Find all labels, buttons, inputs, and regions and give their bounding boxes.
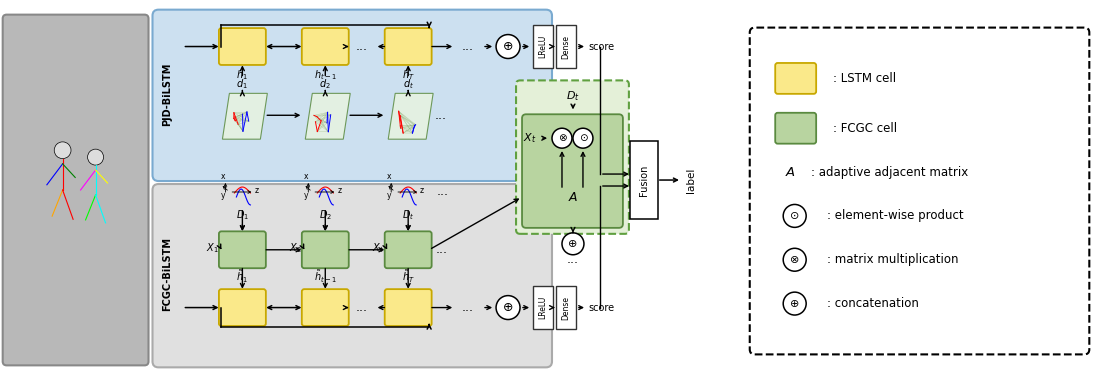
Text: : concatenation: : concatenation [827, 297, 918, 310]
Text: $X_2$: $X_2$ [289, 241, 301, 255]
Text: x: x [221, 172, 226, 181]
Circle shape [88, 149, 103, 165]
Text: ⊗: ⊗ [790, 255, 800, 265]
FancyBboxPatch shape [153, 184, 552, 367]
FancyBboxPatch shape [301, 289, 349, 326]
Text: LReLU: LReLU [539, 296, 548, 319]
Text: $X_t$: $X_t$ [372, 241, 384, 255]
Text: ...: ... [462, 301, 474, 314]
Text: : LSTM cell: : LSTM cell [833, 72, 895, 85]
Text: ⊕: ⊕ [569, 239, 578, 249]
FancyBboxPatch shape [385, 28, 431, 65]
Text: ⊕: ⊕ [503, 40, 514, 53]
FancyBboxPatch shape [219, 289, 266, 326]
Text: ...: ... [434, 109, 447, 122]
Circle shape [783, 204, 806, 227]
Text: score: score [588, 302, 614, 313]
FancyBboxPatch shape [630, 141, 658, 219]
Polygon shape [306, 93, 350, 139]
Circle shape [552, 128, 572, 148]
Text: x: x [387, 172, 392, 181]
FancyBboxPatch shape [750, 28, 1089, 355]
Text: : adaptive adjacent matrix: : adaptive adjacent matrix [811, 166, 968, 179]
Text: ⊙: ⊙ [579, 133, 587, 143]
Text: z: z [254, 186, 258, 195]
Text: label: label [685, 167, 696, 193]
Text: $h_{t-1}$: $h_{t-1}$ [314, 68, 337, 82]
Text: y: y [387, 191, 392, 200]
Text: $\tilde{h}_{t-1}$: $\tilde{h}_{t-1}$ [314, 268, 337, 285]
Text: $A$: $A$ [568, 192, 579, 204]
Text: $D_t$: $D_t$ [402, 208, 415, 222]
Text: ⊙: ⊙ [790, 211, 800, 221]
Text: ...: ... [355, 40, 367, 53]
FancyBboxPatch shape [556, 25, 576, 68]
Circle shape [783, 292, 806, 315]
Text: Fusion: Fusion [639, 164, 649, 196]
FancyBboxPatch shape [534, 286, 553, 329]
Text: PJD-BiLSTM: PJD-BiLSTM [163, 63, 173, 126]
Circle shape [54, 142, 72, 158]
FancyBboxPatch shape [516, 81, 629, 234]
Text: score: score [588, 41, 614, 52]
FancyBboxPatch shape [153, 10, 552, 181]
Circle shape [562, 233, 584, 255]
Text: ...: ... [436, 243, 447, 256]
Text: ⊕: ⊕ [503, 301, 514, 314]
FancyBboxPatch shape [219, 231, 266, 268]
FancyBboxPatch shape [776, 113, 816, 144]
Text: ⊗: ⊗ [558, 133, 566, 143]
Text: Dense: Dense [561, 296, 571, 320]
FancyBboxPatch shape [385, 231, 431, 268]
Text: ...: ... [436, 185, 448, 198]
Text: x: x [304, 172, 309, 181]
FancyBboxPatch shape [556, 286, 576, 329]
Text: $X_t$: $X_t$ [524, 131, 537, 145]
Circle shape [573, 128, 593, 148]
FancyBboxPatch shape [219, 28, 266, 65]
FancyBboxPatch shape [301, 231, 349, 268]
Text: z: z [338, 186, 341, 195]
FancyBboxPatch shape [776, 63, 816, 94]
Text: ⊕: ⊕ [790, 299, 800, 309]
Text: $\tilde{h}_1$: $\tilde{h}_1$ [236, 268, 249, 285]
Text: z: z [420, 186, 425, 195]
Text: ...: ... [462, 40, 474, 53]
Text: $d_t$: $d_t$ [403, 78, 414, 91]
Text: ...: ... [566, 253, 579, 266]
Polygon shape [222, 93, 267, 139]
Text: FCGC-BiLSTM: FCGC-BiLSTM [163, 237, 173, 311]
Text: $d_2$: $d_2$ [319, 78, 331, 91]
FancyBboxPatch shape [534, 25, 553, 68]
Circle shape [496, 35, 520, 59]
Text: LReLU: LReLU [539, 35, 548, 58]
Circle shape [783, 248, 806, 271]
Text: $h_T$: $h_T$ [402, 68, 415, 82]
Text: $D_t$: $D_t$ [566, 89, 580, 103]
Text: $\tilde{h}_T$: $\tilde{h}_T$ [402, 268, 415, 285]
FancyBboxPatch shape [385, 289, 431, 326]
Circle shape [496, 296, 520, 320]
Text: $D_1$: $D_1$ [235, 208, 249, 222]
Text: $d_1$: $d_1$ [236, 78, 249, 91]
Text: : FCGC cell: : FCGC cell [833, 122, 896, 135]
Text: $D_2$: $D_2$ [319, 208, 332, 222]
Text: y: y [221, 191, 226, 200]
Text: $A$: $A$ [784, 166, 795, 179]
Text: $h_1$: $h_1$ [236, 68, 249, 82]
Polygon shape [388, 93, 433, 139]
Text: : matrix multiplication: : matrix multiplication [827, 253, 958, 266]
FancyBboxPatch shape [2, 15, 148, 365]
FancyBboxPatch shape [522, 114, 623, 228]
Text: $X_1$: $X_1$ [206, 241, 219, 255]
Text: y: y [304, 191, 309, 200]
Text: : element-wise product: : element-wise product [827, 209, 964, 222]
Text: ...: ... [355, 301, 367, 314]
FancyBboxPatch shape [301, 28, 349, 65]
Text: Dense: Dense [561, 35, 571, 59]
